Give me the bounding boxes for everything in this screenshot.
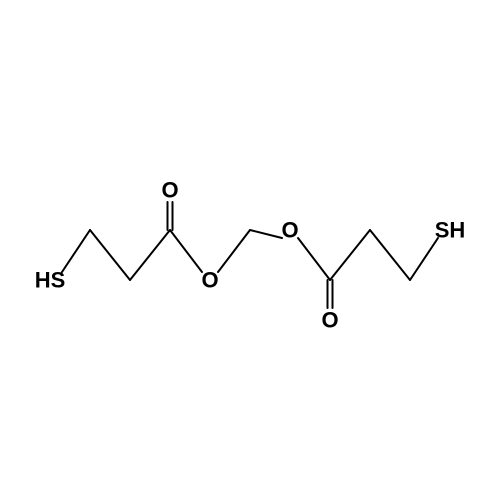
atom-label: O bbox=[281, 218, 298, 243]
bond bbox=[170, 230, 202, 272]
molecule-svg: HS O O O O SH bbox=[0, 0, 500, 500]
bond bbox=[130, 230, 170, 280]
atom-label: O bbox=[321, 308, 338, 333]
atom-label: O bbox=[161, 178, 178, 203]
atom-label: HS bbox=[35, 268, 66, 293]
atom-label: SH bbox=[435, 218, 466, 243]
molecule-diagram: HS O O O O SH bbox=[0, 0, 500, 500]
bond bbox=[330, 230, 370, 280]
bond bbox=[62, 230, 90, 272]
atom-label: O bbox=[201, 268, 218, 293]
bond bbox=[250, 230, 282, 238]
bond bbox=[90, 230, 130, 280]
bond bbox=[370, 230, 410, 280]
bond bbox=[298, 238, 330, 280]
bond bbox=[410, 238, 438, 280]
bond bbox=[218, 230, 250, 272]
